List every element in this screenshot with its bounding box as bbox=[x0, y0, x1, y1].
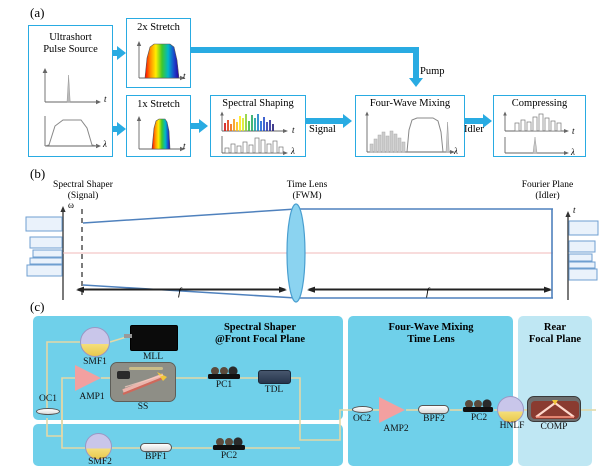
component-tdl bbox=[258, 370, 291, 384]
label-amp2: AMP2 bbox=[383, 424, 409, 434]
section-four-wave-mixing bbox=[348, 316, 513, 466]
component-comp bbox=[527, 396, 581, 422]
chart-spectral-shaping bbox=[220, 111, 288, 155]
section-title-spectral-shaper: Spectral Shaper @Front Focal Plane bbox=[214, 322, 306, 345]
label-f-left: f bbox=[178, 286, 182, 298]
block-title-1x-stretch: 1x Stretch bbox=[137, 99, 180, 110]
section-rear-focal-plane bbox=[518, 316, 592, 466]
axis-label-lambda-ultrashort: λ bbox=[103, 139, 107, 149]
label-oc2: OC2 bbox=[353, 414, 371, 424]
section-title-rear-focal-plane: Rear Focal Plane bbox=[528, 322, 582, 345]
label-smf2: SMF2 bbox=[88, 457, 112, 467]
arrow-source-to-1x bbox=[113, 126, 119, 132]
panel-letter-c: (c) bbox=[30, 299, 45, 314]
arrow-head-1x-to-shaping bbox=[199, 119, 208, 133]
fiber-routing bbox=[46, 335, 596, 449]
axis-label-t-spectral-shaping: t bbox=[292, 125, 295, 135]
block-title-2x-stretch: 2x Stretch bbox=[137, 22, 180, 33]
label-comp: COMP bbox=[540, 422, 568, 432]
arrow-1x-to-shaping bbox=[191, 123, 201, 129]
arrow-pump-vertical bbox=[413, 47, 419, 79]
block-compressing: Compressing t λ bbox=[493, 95, 586, 157]
label-smf1: SMF1 bbox=[83, 357, 107, 367]
axis-label-t-1x: t bbox=[183, 141, 186, 151]
arrow-head-source-to-1x bbox=[117, 122, 126, 136]
label-hnlf: HNLF bbox=[499, 421, 525, 431]
block-1x-stretch: 1x Stretch t bbox=[126, 95, 191, 157]
axis-symbol-t-right: t bbox=[573, 205, 576, 215]
panel-letter-a: (a) bbox=[30, 5, 45, 20]
axis-label-t-2x: t bbox=[183, 71, 186, 81]
caption-spectral-shaper-signal: Spectral Shaper (Signal) bbox=[53, 180, 113, 201]
component-pc1 bbox=[207, 366, 241, 380]
arrow-signal bbox=[306, 118, 344, 124]
panel-b-f-arrows bbox=[0, 282, 600, 298]
axis-label-lambda-spectral-shaping: λ bbox=[291, 146, 295, 156]
component-amp2 bbox=[379, 397, 405, 423]
component-hnlf bbox=[497, 396, 524, 423]
caption-time-lens-fwm: Time Lens (FWM) bbox=[286, 180, 328, 201]
arrow-head-idler bbox=[483, 114, 492, 128]
chart-1x-stretch bbox=[136, 116, 185, 152]
component-bpf1 bbox=[140, 443, 172, 452]
block-ultrashort-pulse-source: Ultrashort Pulse Source t λ bbox=[28, 25, 113, 157]
label-mll: MLL bbox=[142, 352, 164, 362]
block-title-fwm: Four-Wave Mixing bbox=[369, 98, 451, 109]
axis-label-t-compressing: t bbox=[572, 126, 575, 136]
label-pc2-fwm: PC2 bbox=[470, 413, 488, 423]
label-tdl: TDL bbox=[264, 385, 284, 395]
label-pc1: PC1 bbox=[215, 380, 233, 390]
arrow-head-pump bbox=[409, 78, 423, 87]
axis-symbol-omega: ω bbox=[68, 200, 74, 210]
label-bpf2: BPF2 bbox=[423, 414, 445, 424]
section-lower-loop bbox=[33, 424, 343, 466]
label-bpf1: BPF1 bbox=[145, 452, 167, 462]
component-pc2-lower bbox=[212, 437, 246, 451]
chart-fwm-spectrum bbox=[365, 111, 455, 154]
arrow-head-signal bbox=[343, 114, 352, 128]
mll-connector bbox=[124, 334, 132, 338]
component-ss bbox=[110, 362, 176, 402]
component-amp1 bbox=[75, 365, 101, 391]
block-2x-stretch: 2x Stretch t bbox=[126, 18, 191, 88]
component-bpf2 bbox=[418, 405, 449, 414]
arrow-source-to-2x bbox=[113, 50, 119, 56]
chart-compressing bbox=[503, 111, 569, 155]
caption-fourier-plane-idler: Fourier Plane (Idler) bbox=[521, 180, 574, 201]
label-idler: Idler bbox=[464, 124, 484, 135]
block-four-wave-mixing: Four-Wave Mixing λ bbox=[355, 95, 465, 157]
panel-letter-b: (b) bbox=[30, 166, 46, 181]
axis-label-lambda-fwm: λ bbox=[454, 146, 458, 156]
component-mll bbox=[130, 325, 178, 351]
section-title-fwm-time-lens: Four-Wave Mixing Time Lens bbox=[388, 322, 474, 345]
component-smf2 bbox=[85, 433, 112, 460]
component-oc1 bbox=[36, 408, 60, 415]
axis-label-t-ultrashort: t bbox=[104, 94, 107, 104]
arrow-idler bbox=[465, 118, 485, 124]
chart-ultrashort-pulses bbox=[42, 68, 101, 149]
component-smf1 bbox=[80, 327, 110, 357]
arrow-pump-horizontal bbox=[191, 47, 419, 53]
label-signal: Signal bbox=[309, 124, 336, 135]
label-pump: Pump bbox=[420, 66, 445, 77]
chart-2x-stretch bbox=[136, 41, 185, 81]
block-title-compressing: Compressing bbox=[511, 98, 568, 109]
block-spectral-shaping: Spectral Shaping bbox=[210, 95, 306, 157]
label-ss: SS bbox=[137, 402, 149, 412]
axis-label-lambda-compressing: λ bbox=[571, 147, 575, 157]
block-title-ultrashort: Ultrashort Pulse Source bbox=[43, 32, 98, 55]
arrow-head-source-to-2x bbox=[117, 46, 126, 60]
label-amp1: AMP1 bbox=[79, 392, 105, 402]
component-pc2-fwm bbox=[462, 399, 494, 413]
block-title-spectral-shaping: Spectral Shaping bbox=[222, 98, 294, 109]
label-pc2-lower: PC2 bbox=[220, 451, 238, 461]
component-oc2 bbox=[352, 406, 373, 413]
label-f-right: f bbox=[426, 286, 430, 298]
label-oc1: OC1 bbox=[39, 394, 57, 404]
